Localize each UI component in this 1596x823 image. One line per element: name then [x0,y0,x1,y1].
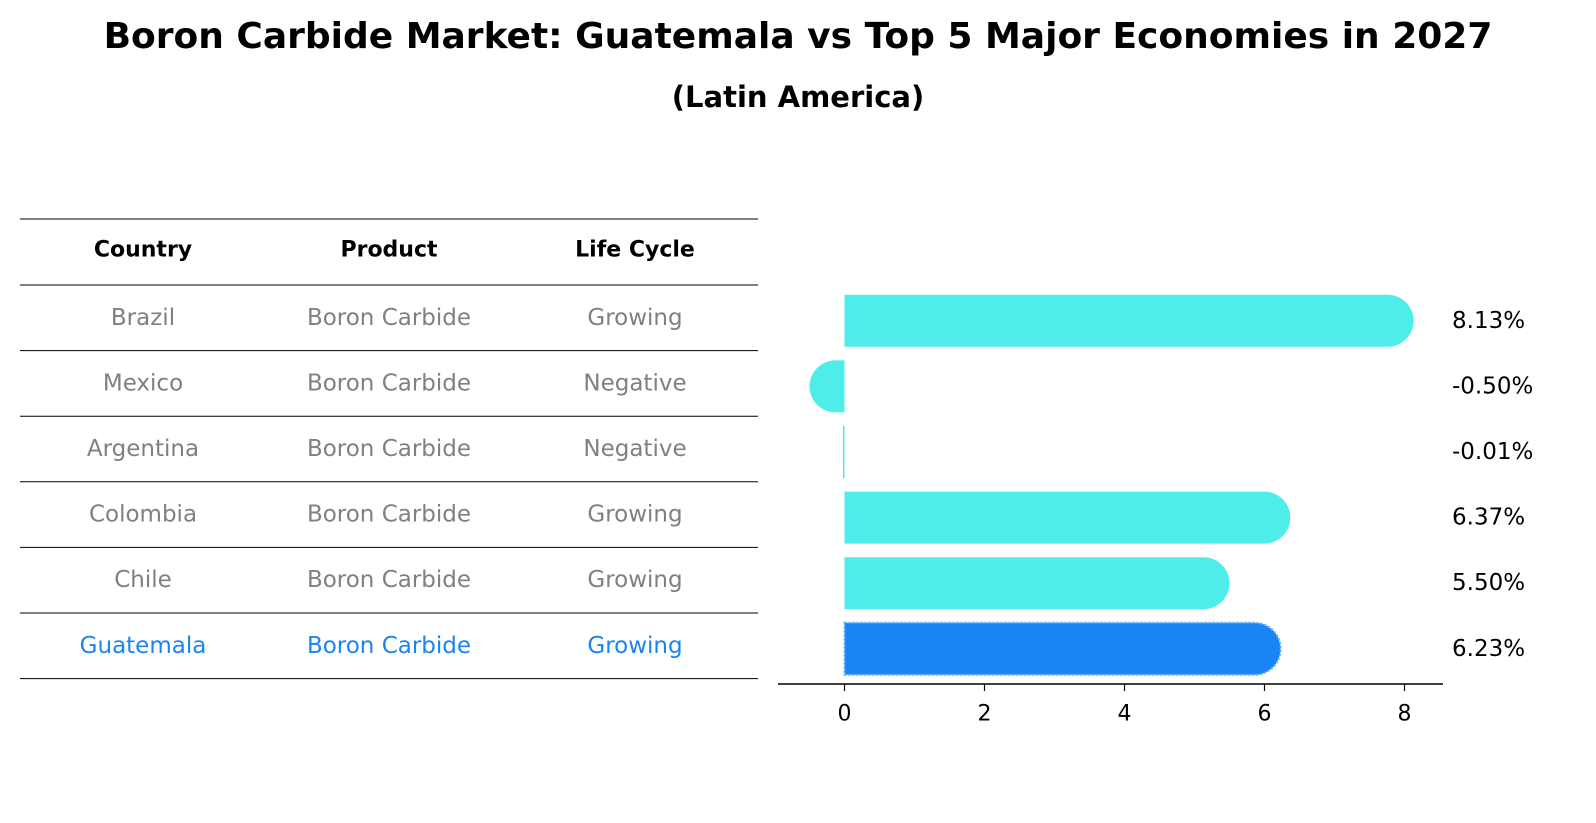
table-cell: Brazil [111,305,175,331]
table-cell: Growing [587,305,682,331]
bar [844,294,1414,347]
bar-value-label: 6.23% [1452,636,1525,662]
table-cell: Growing [587,633,682,659]
chart-title: Boron Carbide Market: Guatemala vs Top 5… [103,16,1493,57]
bar-value-label: 6.37% [1452,505,1525,531]
table-cell: Boron Carbide [307,567,471,593]
x-tick-label: 6 [1258,702,1272,727]
table-cell: Negative [583,370,686,396]
table-cell: Boron Carbide [307,502,471,528]
table-cell: Chile [114,567,172,593]
bar-highlight [843,621,1282,676]
x-tick-label: 0 [838,702,852,727]
table-cell: Growing [587,567,682,593]
table-cell: Boron Carbide [307,633,471,659]
table-cell: Boron Carbide [307,305,471,331]
table-header-cell: Product [340,238,438,263]
x-tick-label: 4 [1118,702,1132,727]
table-cell: Boron Carbide [307,370,471,396]
bar [844,557,1230,610]
bar-value-label: -0.01% [1452,439,1533,465]
bar [844,491,1291,544]
table-cell: Negative [583,436,686,462]
chart-subtitle: (Latin America) [671,80,925,114]
table-cell: Growing [587,502,682,528]
x-tick-label: 8 [1398,702,1412,727]
table-cell: Mexico [103,370,183,396]
bar-value-label: 8.13% [1452,308,1525,334]
bar [809,360,845,413]
table-cell: Guatemala [80,633,207,659]
bar-value-label: 5.50% [1452,570,1525,596]
table-header-cell: Country [94,238,192,263]
table-cell: Colombia [89,502,197,528]
table-cell: Boron Carbide [307,436,471,462]
table-header-cell: Life Cycle [575,238,695,263]
bar [843,426,845,478]
bar-value-label: -0.50% [1452,373,1533,399]
x-tick-label: 2 [978,702,992,727]
table-cell: Argentina [87,436,199,462]
